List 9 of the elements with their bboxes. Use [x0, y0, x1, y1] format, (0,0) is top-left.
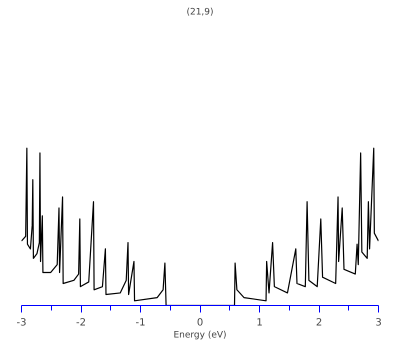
x-tick-label: -3: [16, 318, 26, 328]
x-tick-label: 1: [256, 318, 263, 328]
x-axis-title: Energy (eV): [173, 330, 227, 340]
x-tick-label: 3: [375, 318, 382, 328]
x-tick-label: -2: [76, 318, 86, 328]
x-tick-label: -1: [136, 318, 146, 328]
x-tick-label: 0: [196, 318, 204, 328]
x-tick-label: 2: [316, 318, 322, 328]
chart-title: (21,9): [186, 8, 214, 18]
